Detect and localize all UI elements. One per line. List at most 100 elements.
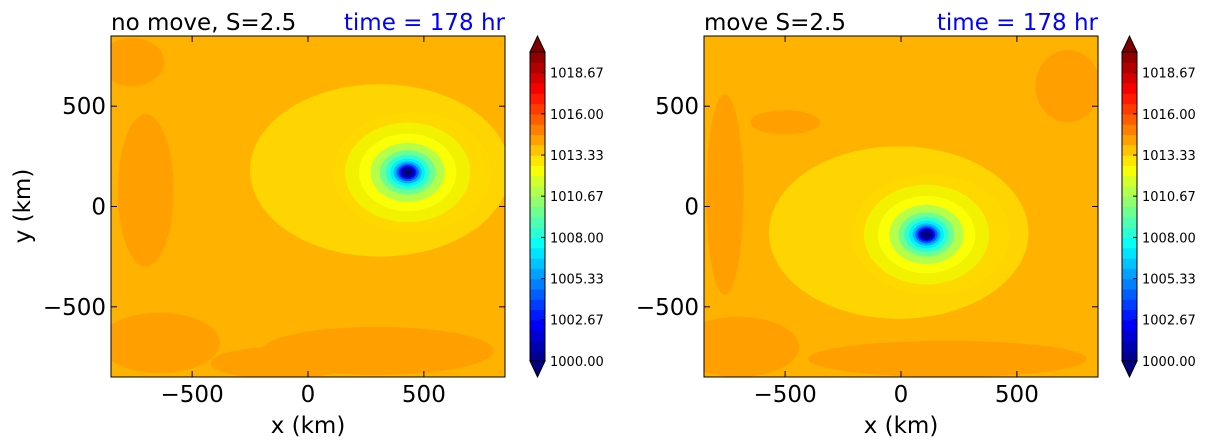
colorbar-level — [530, 278, 545, 290]
colorbar-level — [1122, 103, 1137, 115]
colorbar-level — [530, 155, 545, 166]
colorbar-level — [530, 103, 545, 115]
colorbar-level — [530, 299, 545, 311]
colorbar-level — [530, 144, 545, 156]
y-axis-label: y (km) — [10, 169, 36, 244]
x-axis-label: x (km) — [864, 413, 939, 439]
colorbar-level — [1122, 196, 1137, 208]
colorbar-tick-label: 1002.67 — [1142, 314, 1196, 329]
colorbar-frame — [529, 51, 546, 362]
colorbar-level — [530, 185, 545, 197]
colorbar-level — [530, 288, 545, 300]
colorbar-level — [1122, 247, 1137, 259]
panel-title-right: time = 178 hr — [937, 10, 1099, 36]
colorbar-extend-min — [529, 360, 546, 379]
colorbar-tick-label: 1013.33 — [550, 149, 604, 164]
outer-patch — [704, 316, 800, 377]
colorbar-tick-label: 1018.67 — [1142, 67, 1196, 82]
colorbar-level — [1122, 340, 1137, 352]
y-axis: −500 0 500 — [43, 94, 505, 321]
colorbar-tick-label: 1013.33 — [1142, 149, 1196, 164]
colorbar-level — [1122, 134, 1137, 146]
outer-patch — [808, 340, 1087, 377]
colorbar-level — [530, 330, 545, 341]
x-tick-label: 0 — [894, 382, 909, 408]
y-tick-label: 500 — [62, 94, 106, 120]
x-axis: −500 0 500 — [754, 36, 1039, 408]
colorbar-level — [1122, 206, 1137, 218]
x-axis: −500 0 500 — [161, 36, 446, 408]
x-tick-label: −500 — [161, 382, 224, 408]
contour-field — [111, 36, 505, 377]
colorbar-level — [530, 196, 545, 208]
colorbar-level — [530, 134, 545, 146]
colorbar-tick-label: 1005.33 — [550, 273, 604, 288]
colorbar-level — [530, 52, 545, 63]
colorbar-level — [530, 206, 545, 218]
colorbar-level — [530, 62, 545, 74]
outer-patch — [1035, 50, 1098, 123]
contour-field — [704, 36, 1098, 377]
colorbar-level — [1122, 319, 1137, 331]
colorbar-tick-label: 1008.00 — [550, 231, 604, 246]
colorbar-tick-label: 1010.67 — [1142, 190, 1196, 205]
colorbar-level — [530, 268, 545, 280]
y-tick-label: −500 — [636, 295, 699, 321]
y-tick-label: 0 — [684, 195, 699, 221]
colorbar-level — [1122, 72, 1137, 84]
colorbar-tick-label: 1005.33 — [1142, 273, 1196, 288]
colorbar-level — [1122, 175, 1137, 187]
vortex-ring — [921, 230, 932, 239]
colorbar-tick-label: 1016.00 — [550, 108, 604, 123]
colorbar-level — [530, 237, 545, 249]
colorbar-level — [530, 216, 545, 228]
colorbar-tick-label: 1002.67 — [550, 314, 604, 329]
colorbar-level — [1122, 93, 1137, 105]
y-tick-label: 500 — [655, 94, 699, 120]
outer-patch — [111, 312, 220, 373]
colorbar-level — [1122, 82, 1137, 94]
colorbar-level — [530, 247, 545, 259]
colorbar-tick-label: 1016.00 — [1142, 108, 1196, 123]
colorbar-level — [530, 309, 545, 321]
colorbar-level — [1122, 258, 1137, 269]
y-axis: −500 0 500 — [636, 94, 1098, 321]
outer-patch — [706, 94, 744, 295]
colorbar-extend-min — [1121, 360, 1138, 379]
vortex-ring — [402, 168, 413, 177]
colorbar-level — [1122, 350, 1137, 362]
colorbar-level — [1122, 299, 1137, 311]
colorbar-level — [1122, 124, 1137, 135]
x-axis-label: x (km) — [271, 413, 346, 439]
x-tick-label: −500 — [754, 382, 817, 408]
colorbar-level — [1122, 237, 1137, 249]
y-tick-label: 0 — [91, 195, 106, 221]
x-tick-label: 500 — [995, 382, 1039, 408]
panel-title-left: no move, S=2.5 — [111, 10, 296, 36]
colorbar-tick-label: 1000.00 — [550, 355, 604, 370]
x-tick-label: 500 — [402, 382, 446, 408]
colorbar-level — [1122, 52, 1137, 63]
colorbar-level — [1122, 185, 1137, 197]
colorbar-extend-max — [1121, 34, 1138, 53]
colorbar-level — [1122, 330, 1137, 341]
colorbar-level — [1122, 155, 1137, 166]
colorbar-level — [1122, 288, 1137, 300]
colorbar-frame — [1121, 51, 1138, 362]
outer-patch — [750, 110, 820, 135]
colorbar-level — [1122, 268, 1137, 280]
colorbar-level — [530, 350, 545, 362]
colorbar-level — [530, 93, 545, 105]
x-tick-label: 0 — [301, 382, 316, 408]
colorbar-level — [530, 113, 545, 125]
colorbar-level — [530, 72, 545, 84]
panel-title-left: move S=2.5 — [704, 10, 846, 36]
colorbar-tick-label: 1008.00 — [1142, 231, 1196, 246]
colorbar-level — [1122, 216, 1137, 228]
panel-title-right: time = 178 hr — [344, 10, 506, 36]
colorbar-level — [1122, 62, 1137, 74]
y-tick-label: −500 — [43, 295, 106, 321]
outer-patch — [117, 114, 174, 267]
outer-patch — [210, 346, 350, 377]
